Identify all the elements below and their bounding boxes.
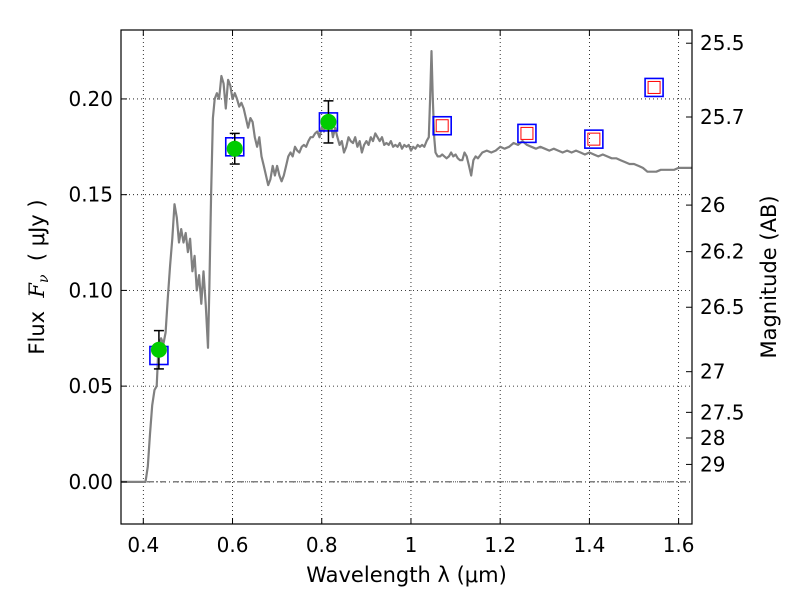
y-axis-label-left: Flux Fν ( μJy ) [25,199,52,354]
axis-ticks: 0.4 0.6 0.8 1 1.2 1.4 1.6 0.00 0.05 0.10 0.15 0.20 2… [68,30,745,557]
y-tick-label: 0.20 [68,87,113,111]
x-tick-label: 1 [405,533,418,557]
x-tick-label: 1.2 [484,533,516,557]
magnitude-tick-label: 27 [700,360,725,384]
model-marker [644,77,664,98]
y-tick-label: 0.10 [68,278,113,302]
magnitude-tick-label: 25.7 [700,105,745,129]
model-points [149,77,664,366]
magnitude-tick-label: 27.5 [700,400,745,424]
model-marker-inner [435,119,449,133]
model-marker [584,129,604,149]
model-marker-inner [520,126,534,140]
spectrum-line [121,50,692,483]
model-marker [432,115,452,136]
x-axis-label: Wavelength λ (μm) [306,563,507,587]
model-marker [517,123,537,144]
y-tick-label: 0.05 [68,374,113,398]
magnitude-tick-label: 26.2 [700,240,745,264]
magnitude-tick-label: 28 [700,426,725,450]
x-tick-label: 0.8 [306,533,338,557]
model-marker-inner [647,80,661,94]
model-marker-inner [587,132,601,146]
spectrum-series [121,50,692,483]
y-axis-label-sub: ν [36,274,52,283]
magnitude-tick-label: 26.5 [700,295,745,319]
y-tick-label: 0.00 [68,470,113,494]
y-tick-label: 0.15 [68,183,113,207]
y-axis-label-math: F [25,282,49,299]
observed-point [320,113,337,130]
magnitude-tick-label: 29 [700,452,725,476]
y-axis-label-right: Magnitude (AB) [757,195,781,358]
observed-point [150,341,167,358]
y-axis-label-suffix: ( μJy ) [25,199,49,274]
x-tick-label: 1.6 [663,533,695,557]
observed-point [226,140,243,157]
magnitude-tick-label: 25.5 [700,31,745,55]
plot-frame [120,29,693,525]
x-tick-label: 0.4 [127,533,159,557]
grid-lines [121,30,692,524]
y-axis-label-prefix: Flux [25,298,49,355]
x-tick-label: 1.4 [573,533,605,557]
magnitude-tick-label: 26 [700,193,725,217]
observed-points [150,100,337,370]
x-tick-label: 0.6 [217,533,249,557]
